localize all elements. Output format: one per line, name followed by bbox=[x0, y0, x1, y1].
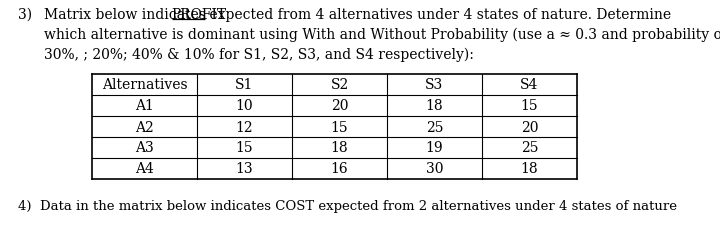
Text: 20: 20 bbox=[521, 120, 539, 134]
Text: 12: 12 bbox=[235, 120, 253, 134]
Text: S2: S2 bbox=[330, 78, 348, 92]
Text: 3): 3) bbox=[18, 8, 32, 22]
Text: 25: 25 bbox=[521, 141, 539, 155]
Text: 25: 25 bbox=[426, 120, 444, 134]
Text: 18: 18 bbox=[330, 141, 348, 155]
Text: A4: A4 bbox=[135, 162, 154, 176]
Text: 10: 10 bbox=[235, 99, 253, 113]
Text: which alternative is dominant using With and Without Probability (use a ≈ 0.3 an: which alternative is dominant using With… bbox=[44, 28, 720, 42]
Text: Alternatives: Alternatives bbox=[102, 78, 187, 92]
Text: 15: 15 bbox=[235, 141, 253, 155]
Text: 16: 16 bbox=[330, 162, 348, 176]
Text: 13: 13 bbox=[235, 162, 253, 176]
Text: 4)  Data in the matrix below indicates COST expected from 2 alternatives under 4: 4) Data in the matrix below indicates CO… bbox=[18, 199, 677, 212]
Text: expected from 4 alternatives under 4 states of nature. Determine: expected from 4 alternatives under 4 sta… bbox=[205, 8, 671, 22]
Text: 30: 30 bbox=[426, 162, 444, 176]
Text: 15: 15 bbox=[330, 120, 348, 134]
Text: A1: A1 bbox=[135, 99, 154, 113]
Text: S3: S3 bbox=[426, 78, 444, 92]
Text: A2: A2 bbox=[135, 120, 154, 134]
Text: 20: 20 bbox=[330, 99, 348, 113]
Text: Matrix below indicates: Matrix below indicates bbox=[44, 8, 210, 22]
Text: 18: 18 bbox=[521, 162, 539, 176]
Text: 19: 19 bbox=[426, 141, 444, 155]
Text: S1: S1 bbox=[235, 78, 253, 92]
Text: 18: 18 bbox=[426, 99, 444, 113]
Text: S4: S4 bbox=[521, 78, 539, 92]
Text: PROFIT: PROFIT bbox=[171, 8, 227, 22]
Text: 30%, ; 20%; 40% & 10% for S1, S2, S3, and S4 respectively):: 30%, ; 20%; 40% & 10% for S1, S2, S3, an… bbox=[44, 48, 474, 62]
Text: A3: A3 bbox=[135, 141, 154, 155]
Text: 15: 15 bbox=[521, 99, 539, 113]
